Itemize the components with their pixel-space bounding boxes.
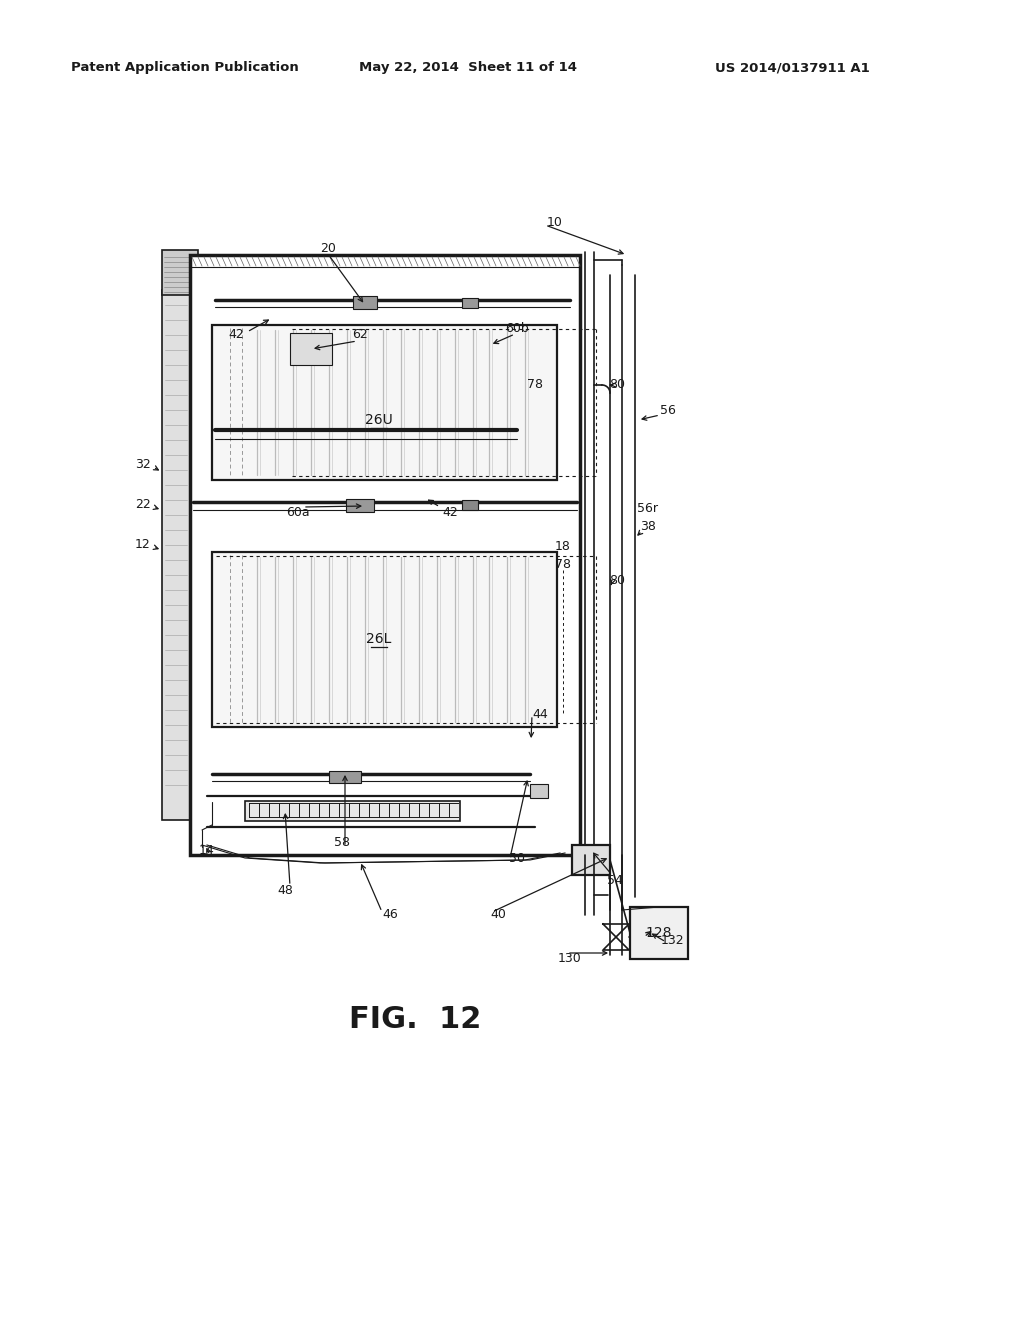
- Bar: [190, 255, 580, 855]
- Text: 50: 50: [509, 851, 525, 865]
- Text: US 2014/0137911 A1: US 2014/0137911 A1: [715, 62, 869, 74]
- Bar: [346, 499, 374, 512]
- Bar: [630, 907, 688, 960]
- Text: 42: 42: [442, 506, 458, 519]
- Bar: [572, 845, 610, 875]
- Text: 80: 80: [609, 379, 625, 392]
- Text: 10: 10: [547, 215, 563, 228]
- Text: 42: 42: [228, 329, 244, 342]
- Text: 130: 130: [558, 952, 582, 965]
- Text: Patent Application Publication: Patent Application Publication: [71, 62, 299, 74]
- Text: 44: 44: [532, 709, 548, 722]
- Bar: [245, 801, 460, 821]
- Bar: [353, 296, 377, 309]
- Circle shape: [512, 429, 522, 440]
- Bar: [162, 249, 198, 294]
- Bar: [462, 500, 478, 510]
- Text: 78: 78: [527, 379, 543, 392]
- Text: May 22, 2014  Sheet 11 of 14: May 22, 2014 Sheet 11 of 14: [359, 62, 577, 74]
- Text: 46: 46: [382, 908, 398, 921]
- Text: 60b: 60b: [505, 322, 528, 334]
- Bar: [329, 771, 361, 783]
- Bar: [290, 333, 332, 366]
- Text: 62: 62: [352, 329, 368, 342]
- Text: 22: 22: [135, 499, 151, 511]
- Bar: [212, 325, 557, 480]
- Text: 20: 20: [321, 242, 336, 255]
- Text: 18: 18: [555, 540, 571, 553]
- Text: 48: 48: [278, 883, 293, 896]
- Text: 78: 78: [555, 558, 571, 572]
- Text: 54: 54: [607, 874, 623, 887]
- Bar: [162, 290, 190, 820]
- Text: 26L: 26L: [367, 632, 392, 645]
- Text: 56: 56: [660, 404, 676, 417]
- Text: FIG.  12: FIG. 12: [349, 1006, 481, 1035]
- Text: 26U: 26U: [366, 413, 393, 426]
- Text: 56r: 56r: [638, 502, 658, 515]
- Text: 32: 32: [135, 458, 151, 471]
- Text: 132: 132: [660, 933, 684, 946]
- Bar: [530, 784, 548, 799]
- Text: 58: 58: [334, 836, 350, 849]
- Bar: [462, 298, 478, 308]
- Text: 12: 12: [135, 539, 151, 552]
- Bar: [212, 552, 557, 727]
- Text: 40: 40: [490, 908, 506, 921]
- Text: 38: 38: [640, 520, 656, 532]
- Text: 80: 80: [609, 573, 625, 586]
- Text: 60a: 60a: [286, 506, 310, 519]
- Text: 14: 14: [199, 843, 215, 857]
- Text: 128: 128: [646, 927, 672, 940]
